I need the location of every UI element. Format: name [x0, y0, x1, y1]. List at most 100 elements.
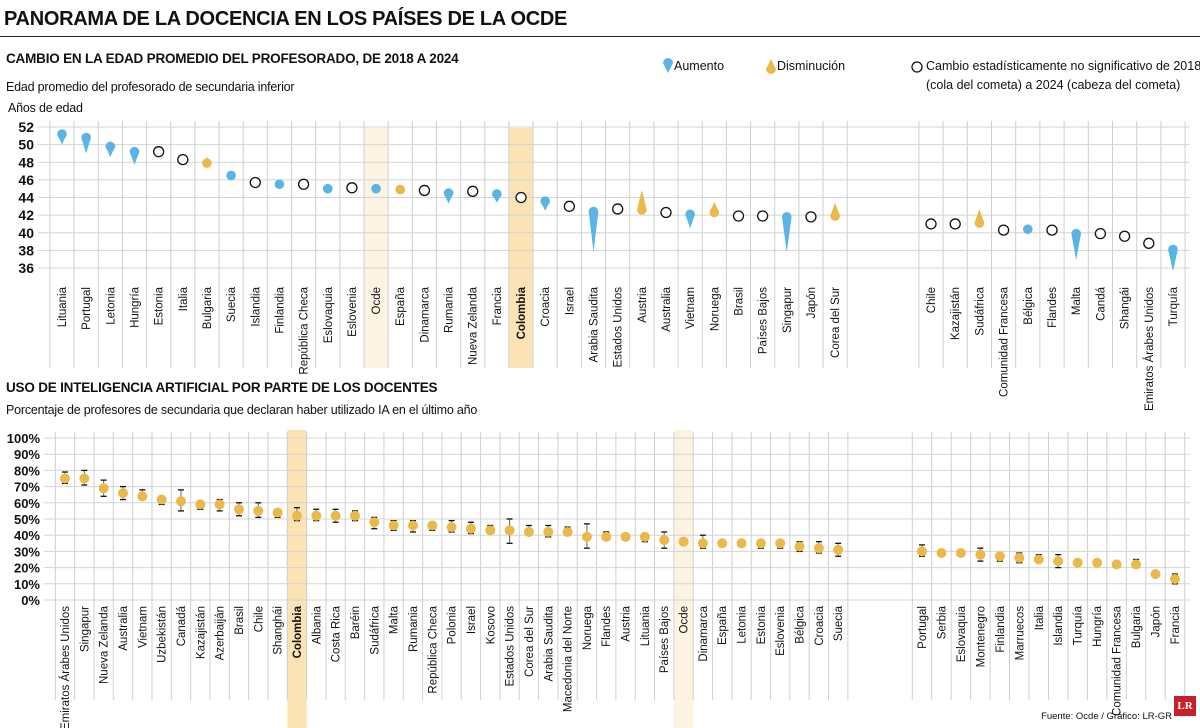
x-tick-label: Vietnam: [137, 606, 149, 648]
x-tick-label: Brasil: [234, 606, 246, 635]
x-tick-label: Italia: [1034, 605, 1046, 630]
source-credit: Fuente: Ocde / Gráfico: LR-GR: [1041, 711, 1172, 722]
comet-tail: [588, 211, 599, 253]
data-point-group: [697, 534, 708, 549]
data-point-group: [388, 519, 399, 531]
data-point: [736, 538, 747, 549]
data-point-group: [98, 479, 109, 497]
data-point: [1033, 554, 1044, 565]
data-point-group: [137, 489, 148, 502]
x-tick-label: Italia: [178, 286, 190, 311]
x-tick-label: Malta: [1071, 286, 1083, 315]
y-tick-label: 48: [18, 154, 34, 170]
y-tick-label: 46: [18, 172, 34, 188]
comet-increase-mark: [371, 183, 381, 194]
comet-increase-mark: [105, 141, 116, 157]
x-tick-label: Estados Unidos: [505, 606, 517, 687]
comet-ns-mark: [756, 210, 769, 222]
highlight-colombia: [508, 128, 534, 368]
data-point-group: [1150, 569, 1161, 580]
highlight-ocde: [364, 128, 389, 368]
x-tick-label: Arabia Saudita: [543, 605, 555, 681]
x-tick-label: Islandia: [250, 286, 262, 326]
data-point-group: [717, 538, 728, 549]
x-tick-label: Bulgaria: [202, 286, 214, 329]
x-tick-label: Ocde: [371, 287, 383, 315]
data-point: [388, 520, 399, 531]
title-divider: [0, 36, 1200, 37]
comet-decrease-mark: [395, 184, 406, 195]
data-point-group: [523, 524, 534, 537]
x-tick-label: Candá: [1095, 286, 1107, 320]
comet-tail: [1168, 249, 1178, 272]
data-point: [1169, 573, 1180, 584]
data-point-group: [659, 531, 670, 549]
data-point: [272, 507, 283, 518]
data-point-group: [407, 519, 418, 533]
x-tick-label: Ocde: [679, 606, 691, 634]
x-tick-label: Canadá: [176, 605, 188, 646]
comet-ns-mark: [467, 185, 479, 197]
data-point: [79, 473, 90, 484]
x-tick-label: Nueva Zelanda: [99, 605, 111, 684]
x-tick-label: Austria: [637, 286, 649, 322]
y-tick-label: 10%: [14, 577, 40, 592]
comet-ns-mark: [805, 211, 817, 223]
comet-ns-mark: [660, 206, 672, 219]
y-tick-label: 50: [18, 137, 34, 153]
x-tick-label: Bulgaria: [1131, 605, 1143, 648]
data-point: [620, 531, 631, 542]
y-tick-label: 100%: [7, 431, 41, 446]
x-tick-label: Polonia: [447, 605, 459, 644]
y-tick-label: 50%: [14, 512, 40, 527]
data-point: [917, 546, 927, 557]
comet-tail: [105, 146, 116, 157]
x-tick-label: Corea del Sur: [524, 606, 536, 677]
comet-ns-mark: [515, 191, 527, 204]
data-point-group: [195, 499, 206, 510]
x-tick-label: Sudáfrica: [369, 605, 381, 654]
y-tick-label: 38: [18, 242, 34, 258]
data-point-group: [755, 538, 766, 549]
comet-tail: [274, 184, 285, 187]
comet-increase-mark: [685, 209, 695, 229]
x-tick-label: España: [395, 286, 407, 326]
y-tick-label: 0%: [21, 593, 40, 608]
comet-tail: [830, 202, 840, 217]
data-point-group: [291, 507, 302, 522]
y-tick-label: 40: [18, 225, 34, 241]
highlight-ocde: [673, 430, 694, 728]
data-point-group: [446, 519, 457, 533]
comet-tail: [81, 137, 91, 154]
x-tick-label: Letonia: [737, 605, 749, 643]
data-point: [369, 517, 380, 528]
x-tick-label: Estonia: [756, 605, 768, 644]
data-point: [955, 548, 966, 559]
data-point: [1150, 569, 1161, 580]
data-point-group: [311, 508, 322, 522]
data-point: [156, 494, 167, 505]
comet-increase-mark: [1071, 228, 1081, 261]
data-point-group: [214, 498, 225, 512]
x-tick-label: Comunidad Francesa: [999, 286, 1011, 397]
data-point: [936, 548, 947, 559]
comet-ns-mark: [1094, 227, 1107, 240]
x-tick-label: Portugal: [917, 606, 929, 649]
data-point: [446, 522, 457, 533]
data-point-group: [620, 531, 631, 542]
comet-increase-mark: [81, 132, 91, 154]
x-tick-label: Sudáfrica: [974, 286, 986, 335]
y-tick-label: 42: [18, 207, 34, 223]
x-tick-label: Malta: [389, 605, 401, 634]
x-tick-label: Países Bajos: [758, 287, 770, 354]
x-tick-label: Austria: [621, 605, 633, 641]
comet-tail: [226, 175, 236, 179]
comet-ns-mark: [346, 182, 358, 194]
x-tick-label: Kazajistán: [950, 287, 962, 340]
x-tick-label: Colombia: [292, 605, 304, 658]
comet-tail: [685, 214, 695, 229]
x-tick-label: República Checa: [299, 286, 311, 374]
y-tick-label: 30%: [14, 544, 40, 559]
comet-ns-mark: [949, 218, 961, 230]
